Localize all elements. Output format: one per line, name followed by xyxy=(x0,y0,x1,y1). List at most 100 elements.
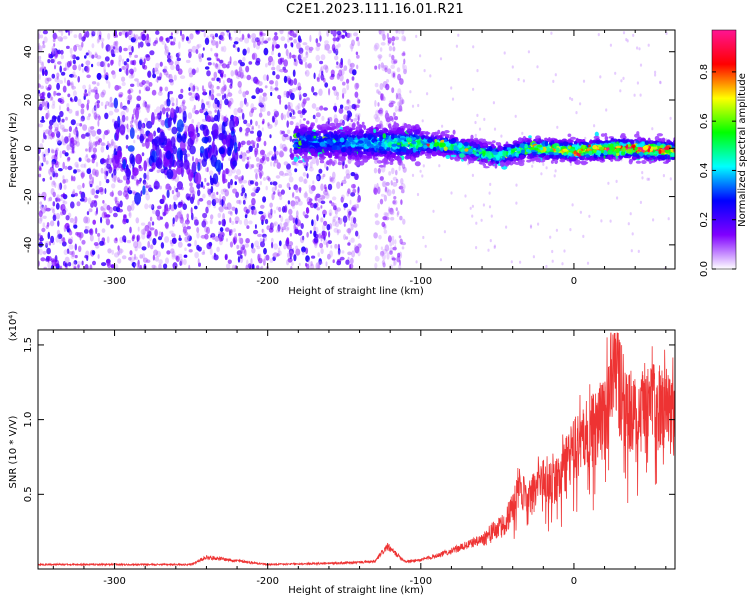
spectrogram-noise-cell xyxy=(284,218,290,224)
spectrogram-noise-cell xyxy=(289,232,292,237)
spectrogram-noise-cell xyxy=(52,171,56,178)
spectrogram-noise-cell xyxy=(105,179,110,184)
spectrogram-noise-cell xyxy=(426,92,429,96)
spectrogram-noise-cell xyxy=(69,30,73,34)
spectrogram-noise-cell xyxy=(633,93,636,97)
spectrogram-noise-cell xyxy=(251,38,255,43)
spectrogram-noise-cell xyxy=(393,112,396,117)
spectrogram-noise-cell xyxy=(126,123,129,130)
spectrogram-noise-cell xyxy=(104,56,110,62)
spectrogram-noise-cell xyxy=(59,239,63,244)
spectrogram-noise-cell xyxy=(335,37,340,42)
spectrogram-ridge-cell xyxy=(385,117,391,123)
spectrogram-noise-cell xyxy=(336,91,339,97)
spectrogram-noise-cell xyxy=(49,196,52,202)
spectrogram-noise-cell xyxy=(113,173,118,181)
spectrogram-noise-cell xyxy=(350,45,353,52)
spectrogram-noise-cell xyxy=(334,243,339,250)
spectrogram-noise-cell xyxy=(44,148,50,156)
spectrogram-noise-cell xyxy=(383,211,389,217)
spectrogram-noise-cell xyxy=(48,241,52,246)
spectrogram-noise-cell xyxy=(99,61,105,68)
spectrogram-noise-cell xyxy=(329,212,332,216)
spectrogram-noise-cell xyxy=(387,235,392,243)
spectrogram-noise-cell xyxy=(201,53,204,58)
spectrogram-noise-cell xyxy=(66,103,70,108)
spectrogram-noise-cell xyxy=(273,145,277,152)
spectrogram-noise-cell xyxy=(575,111,578,115)
spectrogram-noise-cell xyxy=(398,264,402,269)
spectrogram-noise-cell xyxy=(220,72,224,79)
spectrogram-noise-cell xyxy=(383,229,388,234)
spectrogram-noise-cell xyxy=(284,205,288,213)
spectrogram-noise-cell xyxy=(69,97,73,102)
spectrogram-noise-cell xyxy=(141,152,145,157)
spectrogram-noise-cell xyxy=(53,56,56,63)
spectrogram-noise-cell xyxy=(106,129,110,135)
spectrogram-noise-cell xyxy=(229,217,232,224)
spectrogram-noise-cell xyxy=(163,65,168,71)
spectrogram-noise-cell xyxy=(250,192,256,197)
spectrogram-noise-cell xyxy=(118,68,122,72)
spectrogram-noise-cell xyxy=(561,262,564,266)
spectrogram-noise-cell xyxy=(358,113,361,118)
spectrogram-noise-cell xyxy=(391,54,395,61)
spectrogram-noise-cell xyxy=(236,244,240,250)
spectrogram-noise-cell xyxy=(160,119,166,126)
spectrogram-noise-cell xyxy=(281,173,287,177)
spectrogram-noise-cell xyxy=(287,200,291,205)
spectrogram-noise-cell xyxy=(377,167,381,174)
spectrogram-noise-cell xyxy=(398,105,403,112)
spectrogram-noise-cell xyxy=(246,156,250,161)
spectrogram-noise-cell xyxy=(103,60,107,68)
spectrogram-noise-cell xyxy=(373,167,378,174)
spectrogram-noise-cell xyxy=(181,37,185,42)
spectrogram-noise-cell xyxy=(662,174,666,178)
spectrogram-noise-cell xyxy=(261,127,264,132)
spectrogram-noise-cell xyxy=(298,176,304,183)
spectrogram-noise-cell xyxy=(68,237,71,243)
spectrogram-noise-cell xyxy=(118,204,120,208)
spectrogram-noise-cell xyxy=(100,101,104,106)
spectrogram-noise-cell xyxy=(212,62,215,66)
spectrogram-noise-cell xyxy=(117,190,123,196)
spectrogram-noise-cell xyxy=(347,32,351,37)
spectrogram-noise-cell xyxy=(659,81,662,85)
spectrogram-noise-cell xyxy=(161,121,165,127)
spectrogram-noise-cell xyxy=(422,235,425,240)
spectrogram-noise-cell xyxy=(260,204,265,209)
spectrogram-noise-cell xyxy=(340,182,344,187)
spectrogram-noise-cell xyxy=(500,134,503,138)
spectrogram-noise-cell xyxy=(101,228,106,233)
spectrogram-noise-cell xyxy=(246,259,249,266)
spectrogram-noise-cell xyxy=(378,63,381,70)
spectrogram-noise-cell xyxy=(325,193,330,199)
spectrogram-noise-cell xyxy=(400,178,404,185)
spectrogram-ridge-cell xyxy=(378,164,384,168)
spectrogram-noise-cell xyxy=(351,250,356,258)
spectrogram-noise-cell xyxy=(92,260,96,266)
spectrogram-noise-cell xyxy=(355,113,360,118)
spectrogram-noise-cell xyxy=(39,237,44,242)
spectrogram-noise-cell xyxy=(279,143,283,149)
spectrogram-noise-cell xyxy=(234,181,237,186)
spectrogram-noise-cell xyxy=(262,228,265,235)
spectrogram-noise-cell xyxy=(38,83,41,88)
spectrogram-noise-cell xyxy=(56,82,60,90)
spectrogram-noise-cell xyxy=(258,170,264,177)
spectrogram-noise-cell xyxy=(378,30,382,35)
spectrogram-noise-cell xyxy=(96,61,102,67)
spectrogram-noise-cell xyxy=(164,86,169,92)
spectrogram-noise-cell xyxy=(391,257,396,261)
spectrogram-noise-cell xyxy=(293,184,299,191)
spectrogram-noise-cell xyxy=(337,248,341,255)
spectrogram-noise-cell xyxy=(64,222,70,230)
spectrogram-noise-cell xyxy=(353,203,359,209)
spectrogram-noise-cell xyxy=(374,255,380,262)
spectrogram-noise-cell xyxy=(323,107,328,111)
spectrogram-noise-cell xyxy=(139,254,143,259)
spectrogram-noise-cell xyxy=(258,100,264,106)
spectrogram-noise-cell xyxy=(324,40,329,44)
spectrogram-noise-cell xyxy=(164,43,167,50)
spectrogram-noise-cell xyxy=(91,154,96,159)
